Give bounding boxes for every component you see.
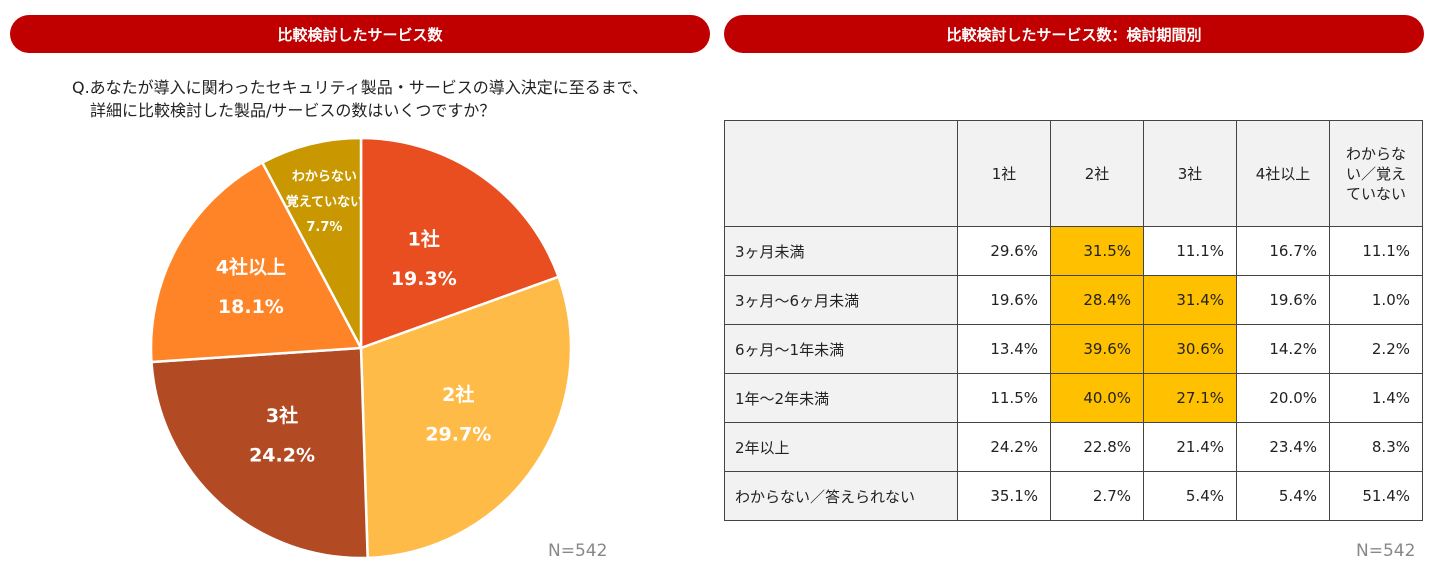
question-line-1: Q.あなたが導入に関わったセキュリティ製品・サービスの導入決定に至るまで、: [72, 78, 649, 97]
pie-category-label: わからない: [292, 170, 357, 185]
question-line-2: 詳細に比較検討した製品/サービスの数はいくつですか？: [90, 101, 496, 120]
pie-slice: [260, 136, 363, 349]
pie-slice: [149, 160, 364, 364]
table-cell-highlighted: 31.4%: [1143, 275, 1237, 325]
table-cell: 22.8%: [1050, 422, 1144, 472]
table-cell: 5.4%: [1236, 471, 1330, 521]
pie-category-label: 覚えていない: [285, 194, 363, 210]
table-cell: 21.4%: [1143, 422, 1237, 472]
table-row: わからない／答えられない 35.1% 2.7% 5.4% 5.4% 51.4%: [724, 471, 1423, 521]
table-cell: 51.4%: [1329, 471, 1423, 521]
table-cell: 24.2%: [957, 422, 1051, 472]
pie-slice: [359, 136, 561, 350]
table-cell: 14.2%: [1236, 324, 1330, 374]
pie-category-label: 3社: [266, 404, 298, 427]
sample-size-right: N=542: [1356, 541, 1416, 561]
table-cell: 16.7%: [1236, 226, 1330, 276]
column-header: 4社以上: [1236, 120, 1330, 227]
pie-value-label: 24.2%: [249, 445, 315, 467]
table-cell: 2.7%: [1050, 471, 1144, 521]
table-cell: 1.0%: [1329, 275, 1423, 325]
right-panel-banner: 比較検討したサービス数：検討期間別: [724, 15, 1424, 53]
table-corner-cell: [724, 120, 958, 227]
row-header: 2年以上: [724, 422, 958, 472]
left-panel-banner: 比較検討したサービス数: [10, 15, 710, 53]
pie-value-label: 18.1%: [218, 296, 284, 318]
table-cell: 29.6%: [957, 226, 1051, 276]
table-cell: 35.1%: [957, 471, 1051, 521]
table-cell-highlighted: 39.6%: [1050, 324, 1144, 374]
table-cell-highlighted: 27.1%: [1143, 373, 1237, 423]
table-cell: 19.6%: [1236, 275, 1330, 325]
table-cell: 1.4%: [1329, 373, 1423, 423]
pie-slice: [359, 275, 573, 560]
table-cell: 8.3%: [1329, 422, 1423, 472]
table-cell: 19.6%: [957, 275, 1051, 325]
pie-slice: [150, 346, 369, 560]
pie-category-label: 2社: [442, 383, 474, 406]
row-header: 3ヶ月未満: [724, 226, 958, 276]
pie-value-label: 19.3%: [391, 268, 457, 290]
survey-question: Q.あなたが導入に関わったセキュリティ製品・サービスの導入決定に至るまで、 詳細…: [72, 76, 648, 122]
column-header: 3社: [1143, 120, 1237, 227]
table-cell: 20.0%: [1236, 373, 1330, 423]
row-header: わからない／答えられない: [724, 471, 958, 521]
table-cell-highlighted: 40.0%: [1050, 373, 1144, 423]
row-header: 1年～2年未満: [724, 373, 958, 423]
table-cell: 23.4%: [1236, 422, 1330, 472]
table-cell: 13.4%: [957, 324, 1051, 374]
pie-value-label: 7.7%: [306, 220, 342, 235]
table-row: 2年以上 24.2% 22.8% 21.4% 23.4% 8.3%: [724, 422, 1423, 472]
table-cell: 11.1%: [1143, 226, 1237, 276]
table-row: 3ヶ月～6ヶ月未満 19.6% 28.4% 31.4% 19.6% 1.0%: [724, 275, 1423, 325]
column-header: 2社: [1050, 120, 1144, 227]
table-header-row: 1社 2社 3社 4社以上 わからな い／覚え ていない: [724, 120, 1423, 227]
crosstab-table: 1社 2社 3社 4社以上 わからな い／覚え ていない 3ヶ月未満 29.6% 31.5% 11…: [724, 120, 1423, 521]
table-cell: 5.4%: [1143, 471, 1237, 521]
sample-size-left: N=542: [548, 541, 608, 561]
table-cell: 2.2%: [1329, 324, 1423, 374]
row-header: 6ヶ月～1年未満: [724, 324, 958, 374]
table-cell: 11.5%: [957, 373, 1051, 423]
row-header: 3ヶ月～6ヶ月未満: [724, 275, 958, 325]
pie-category-label: 1社: [408, 228, 440, 251]
table-row: 3ヶ月未満 29.6% 31.5% 11.1% 16.7% 11.1%: [724, 226, 1423, 276]
table-cell-highlighted: 31.5%: [1050, 226, 1144, 276]
column-header: わからな い／覚え ていない: [1329, 120, 1423, 227]
column-header: 1社: [957, 120, 1051, 227]
pie-category-label: 4社以上: [216, 256, 286, 279]
table-cell-highlighted: 28.4%: [1050, 275, 1144, 325]
table-row: 1年～2年未満 11.5% 40.0% 27.1% 20.0% 1.4%: [724, 373, 1423, 423]
table-cell: 11.1%: [1329, 226, 1423, 276]
pie-value-label: 29.7%: [425, 423, 491, 445]
table-row: 6ヶ月～1年未満 13.4% 39.6% 30.6% 14.2% 2.2%: [724, 324, 1423, 374]
pie-chart: 1社 19.3% 2社 29.7% 3社 24.2% 4社以上 18.1% わからない覚えていな…: [149, 136, 573, 560]
table-cell-highlighted: 30.6%: [1143, 324, 1237, 374]
